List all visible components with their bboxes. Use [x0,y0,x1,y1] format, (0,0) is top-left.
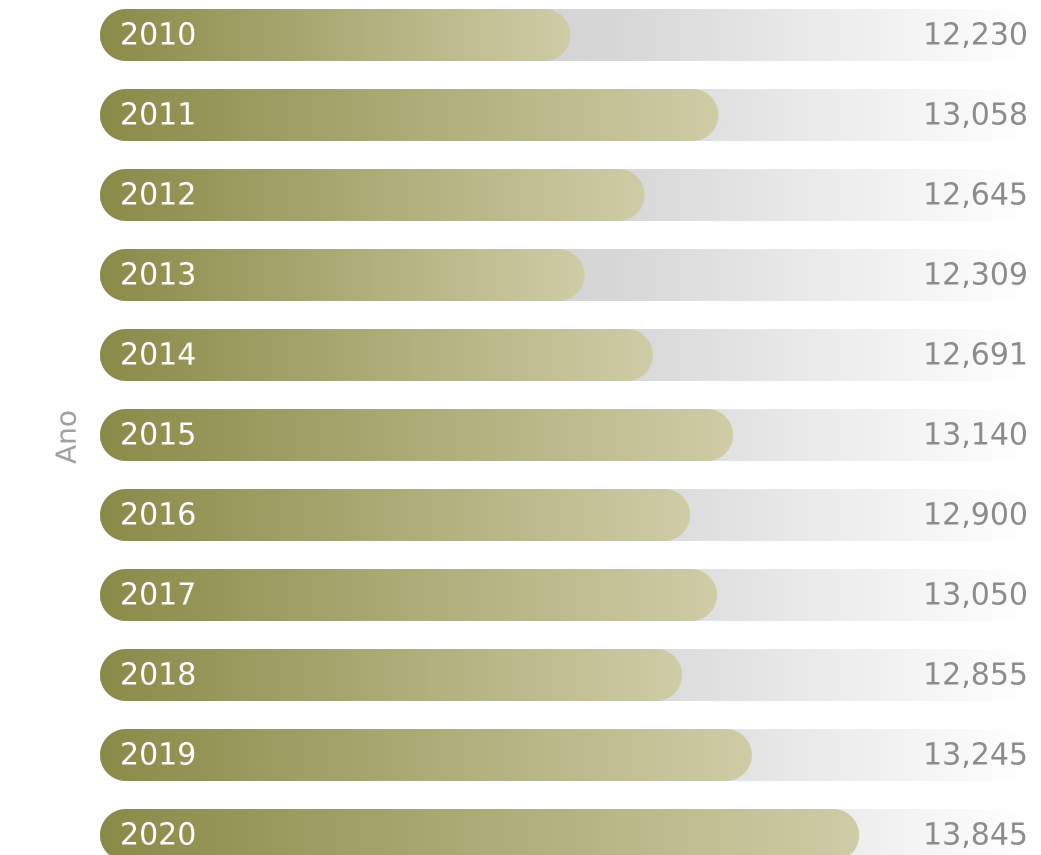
value-label: 13,140 [923,418,1028,453]
value-label: 13,050 [923,578,1028,613]
bar [100,329,653,381]
value-label: 13,245 [923,738,1028,773]
category-label: 2014 [120,338,196,373]
value-label: 12,645 [923,178,1028,213]
category-label: 2015 [120,418,196,453]
bar [100,409,734,461]
value-label: 12,230 [923,18,1028,53]
bar [100,729,752,781]
category-label: 2010 [120,18,196,53]
bar [100,249,585,301]
bar [100,649,683,701]
value-label: 12,855 [923,658,1028,693]
bar [100,89,719,141]
value-label: 12,309 [923,258,1028,293]
value-label: 12,900 [923,498,1028,533]
bar [100,809,860,855]
value-label: 13,845 [923,818,1028,853]
category-label: 2016 [120,498,196,533]
category-label: 2019 [120,738,196,773]
bar [100,169,645,221]
category-label: 2012 [120,178,196,213]
value-label: 13,058 [923,98,1028,133]
axis-label: Ano [50,410,83,464]
bar [100,9,571,61]
category-label: 2013 [120,258,196,293]
category-label: 2017 [120,578,196,613]
category-label: 2011 [120,98,196,133]
bar [100,569,718,621]
category-label: 2020 [120,818,196,853]
value-label: 12,691 [923,338,1028,373]
category-label: 2018 [120,658,196,693]
bar [100,489,691,541]
